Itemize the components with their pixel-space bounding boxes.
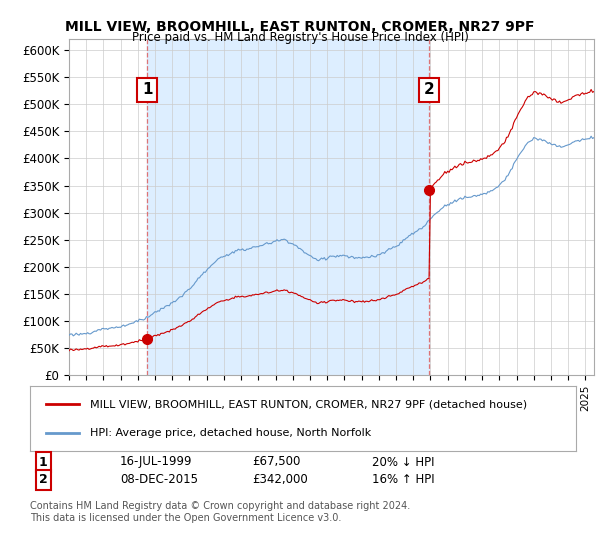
Text: 1: 1 xyxy=(142,82,152,97)
Text: Price paid vs. HM Land Registry's House Price Index (HPI): Price paid vs. HM Land Registry's House … xyxy=(131,31,469,44)
Bar xyxy=(147,39,430,375)
Text: 20% ↓ HPI: 20% ↓ HPI xyxy=(372,455,434,469)
Text: 2: 2 xyxy=(39,473,47,487)
Text: 2: 2 xyxy=(424,82,435,97)
Text: Contains HM Land Registry data © Crown copyright and database right 2024.
This d: Contains HM Land Registry data © Crown c… xyxy=(30,501,410,523)
Text: 16% ↑ HPI: 16% ↑ HPI xyxy=(372,473,434,487)
Text: 1: 1 xyxy=(39,455,47,469)
Text: 08-DEC-2015: 08-DEC-2015 xyxy=(120,473,198,487)
Text: HPI: Average price, detached house, North Norfolk: HPI: Average price, detached house, Nort… xyxy=(90,428,371,438)
Text: MILL VIEW, BROOMHILL, EAST RUNTON, CROMER, NR27 9PF (detached house): MILL VIEW, BROOMHILL, EAST RUNTON, CROME… xyxy=(90,399,527,409)
Text: £67,500: £67,500 xyxy=(252,455,301,469)
Text: 16-JUL-1999: 16-JUL-1999 xyxy=(120,455,193,469)
Text: MILL VIEW, BROOMHILL, EAST RUNTON, CROMER, NR27 9PF: MILL VIEW, BROOMHILL, EAST RUNTON, CROME… xyxy=(65,20,535,34)
Text: £342,000: £342,000 xyxy=(252,473,308,487)
